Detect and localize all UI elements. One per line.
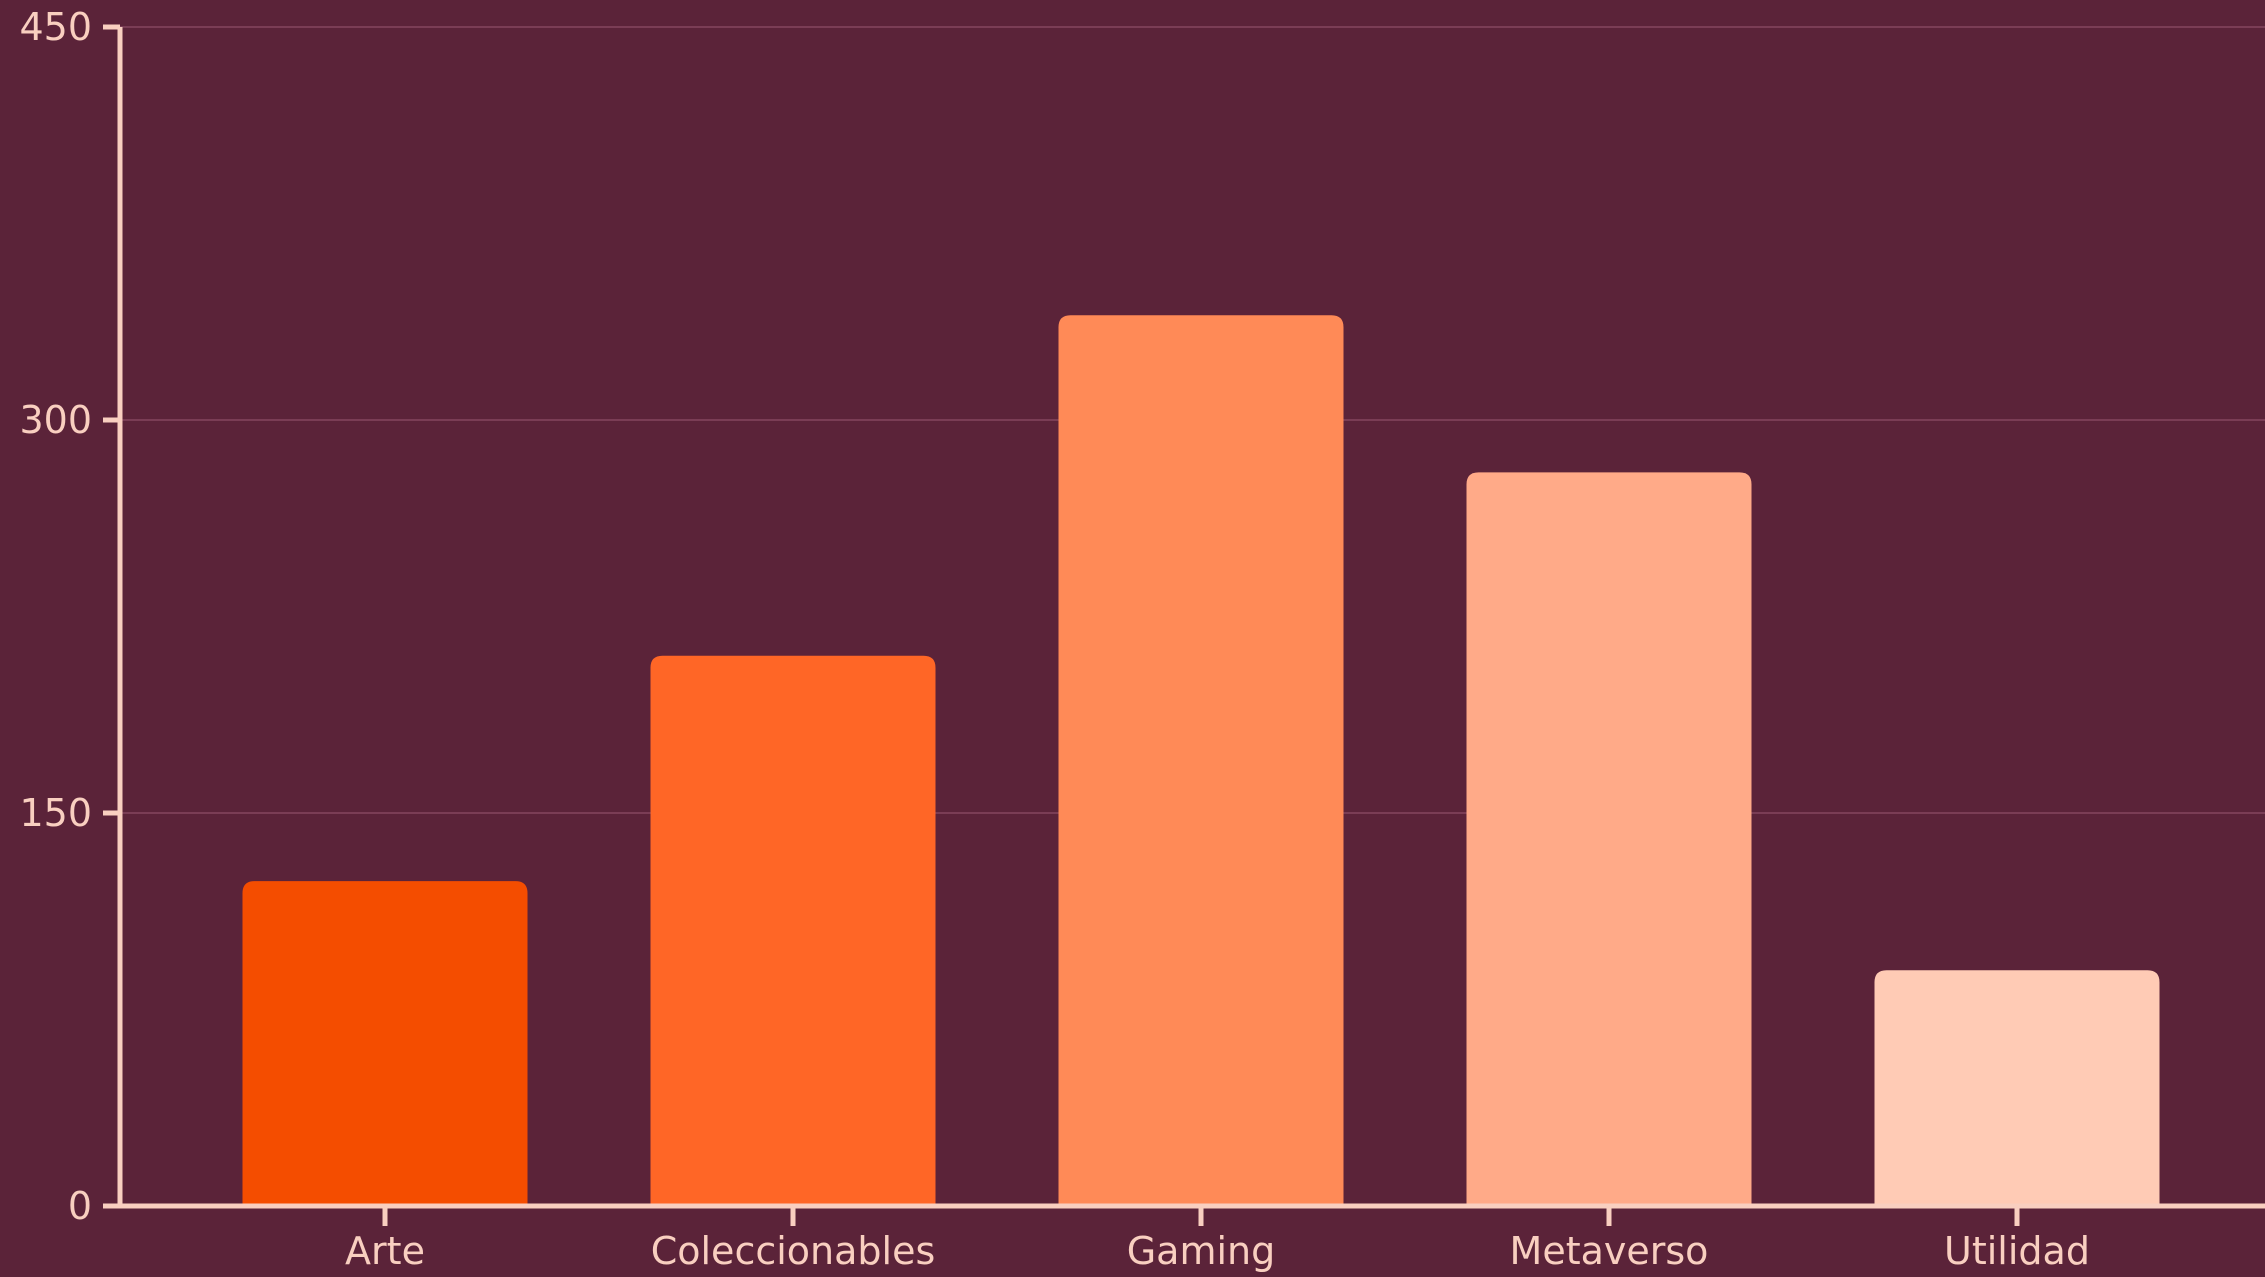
- bar-gaming: [1058, 315, 1344, 1206]
- x-tick-label: Gaming: [1127, 1229, 1276, 1273]
- x-tick-label: Coleccionables: [651, 1229, 936, 1273]
- x-axis-ticks: Arte Coleccionables Gaming Metaverso Utilida…: [345, 1206, 2090, 1273]
- y-tick-label: 300: [19, 398, 92, 442]
- y-axis-ticks: 0 150 300 450: [19, 5, 120, 1228]
- y-tick-label: 450: [19, 5, 92, 49]
- bar-coleccionables: [650, 655, 936, 1206]
- bars: [242, 315, 2160, 1206]
- bar-metaverso: [1466, 472, 1752, 1206]
- x-tick-label: Arte: [345, 1229, 425, 1273]
- axes: [117, 27, 2265, 1209]
- bar-arte: [242, 881, 528, 1206]
- y-tick-label: 150: [19, 791, 92, 835]
- y-tick-label: 0: [68, 1184, 92, 1228]
- x-tick-label: Metaverso: [1510, 1229, 1709, 1273]
- x-tick-label: Utilidad: [1944, 1229, 2090, 1273]
- bar-utilidad: [1874, 970, 2160, 1206]
